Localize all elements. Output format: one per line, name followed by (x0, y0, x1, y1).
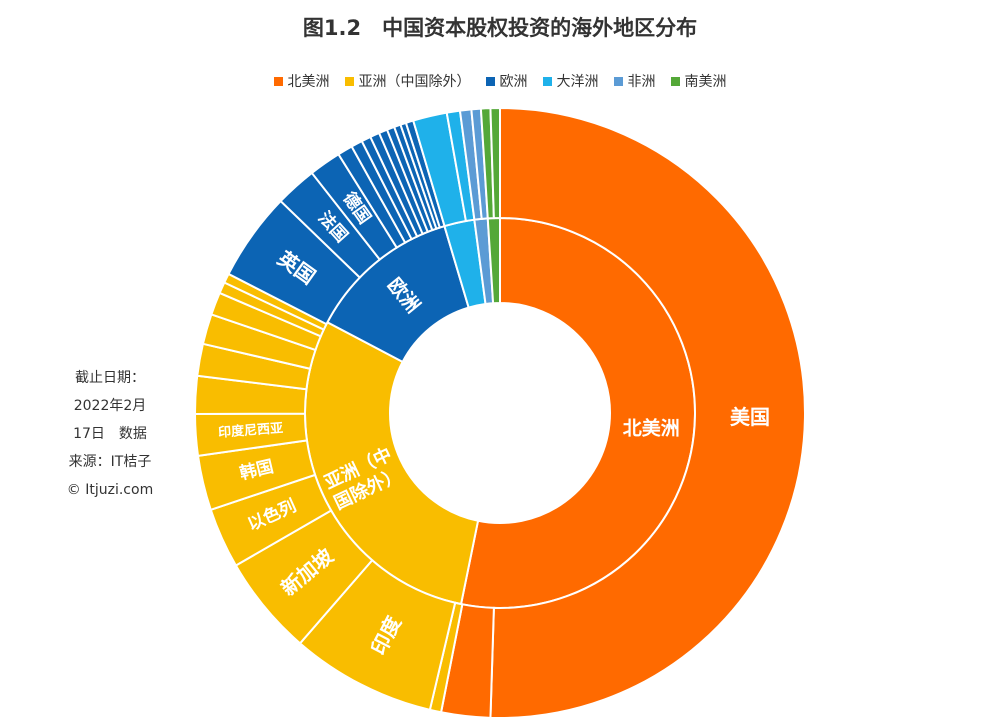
legend-item: 非洲 (613, 71, 656, 91)
legend-swatch (344, 76, 354, 86)
legend-swatch (542, 76, 552, 86)
note-line: 截止日期： (75, 370, 145, 386)
note-line: 2022年2月 (73, 398, 147, 414)
legend-item: 欧洲 (485, 71, 528, 91)
outer-segment (489, 106, 806, 719)
segment-label: 北美洲 (623, 416, 680, 439)
note-line: 来源：IT桔子 (68, 454, 152, 470)
legend-label: 欧洲 (499, 74, 528, 90)
legend-item: 大洋洲 (542, 71, 599, 91)
legend-item: 亚洲（中国除外） (344, 71, 471, 91)
segment-label: 印度尼西亚 (218, 420, 284, 441)
legend-label: 南美洲 (684, 74, 727, 90)
chart-rings (193, 106, 806, 719)
legend-item: 南美洲 (670, 71, 727, 91)
legend-item: 北美洲 (273, 71, 330, 91)
data-source-note: 截止日期： 2022年2月 17日 数据 来源：IT桔子 © Itjuzi.co… (50, 364, 170, 504)
chart-title: 图1.2 中国资本股权投资的海外地区分布 (302, 16, 698, 40)
outer-segment (489, 106, 501, 220)
legend-label: 非洲 (627, 74, 656, 90)
legend-swatch (273, 76, 283, 86)
note-line: © Itjuzi.com (66, 482, 154, 498)
legend-swatch (670, 76, 680, 86)
legend-label: 亚洲（中国除外） (358, 74, 471, 90)
note-line: 17日 数据 (73, 426, 147, 442)
legend-label: 北美洲 (287, 74, 330, 90)
legend: 北美洲 亚洲（中国除外） 欧洲 大洋洲 非洲 南美洲 (0, 71, 1000, 91)
segment-label: 美国 (730, 405, 770, 429)
legend-label: 大洋洲 (556, 74, 599, 90)
legend-swatch (613, 76, 623, 86)
legend-swatch (485, 76, 495, 86)
